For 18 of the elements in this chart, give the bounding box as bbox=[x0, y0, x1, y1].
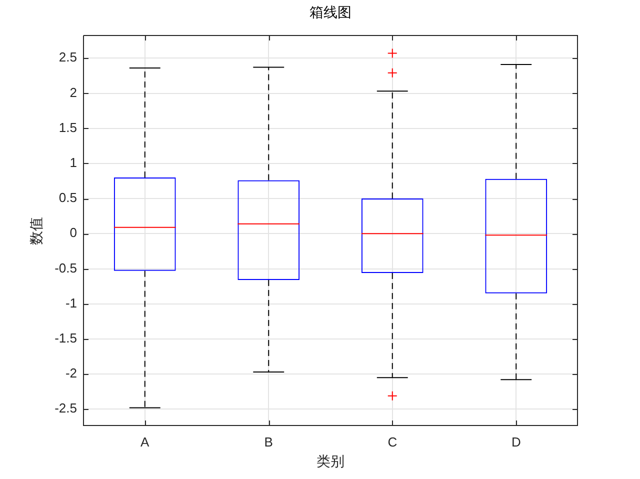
x-tick-label: B bbox=[264, 434, 273, 450]
y-axis-title: 数值 bbox=[30, 216, 45, 244]
y-tick-label: -1.5 bbox=[54, 330, 77, 346]
y-tick-label: -0.5 bbox=[54, 260, 77, 276]
y-tick-label: -2.5 bbox=[54, 400, 77, 416]
x-tick-label: C bbox=[388, 434, 398, 450]
chart-title: 箱线图 bbox=[310, 6, 352, 21]
x-axis-title: 类别 bbox=[316, 455, 344, 470]
x-tick-label: A bbox=[140, 434, 150, 450]
y-tick-label: -2 bbox=[65, 366, 77, 381]
x-tick-label: D bbox=[511, 434, 521, 450]
y-tick-label: 1 bbox=[70, 155, 77, 170]
y-tick-label: -1 bbox=[65, 295, 77, 310]
y-tick-label: 2 bbox=[70, 84, 77, 100]
y-tick-label: 2.5 bbox=[58, 50, 77, 65]
y-tick-label: 0 bbox=[70, 225, 77, 240]
y-tick-label: 1.5 bbox=[58, 120, 77, 135]
y-tick-label: 0.5 bbox=[58, 190, 77, 206]
